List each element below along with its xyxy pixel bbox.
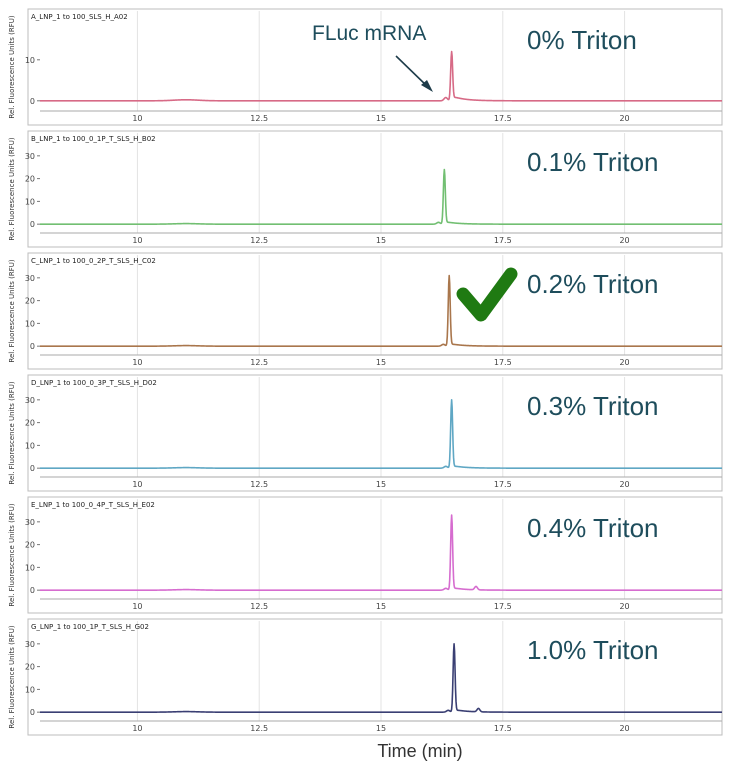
x-tick-label: 15: [376, 236, 386, 245]
chart-panel: 10 12.5 15 17.5 20 0 10 20 30 Rel. Fluorescence U…: [8, 374, 723, 492]
x-tick-label: 20: [619, 480, 629, 489]
y-tick-label: 30: [25, 396, 35, 405]
condition-label: 0% Triton: [527, 25, 637, 55]
y-tick-label: 10: [25, 197, 35, 206]
y-tick-label: 0: [30, 220, 35, 229]
y-tick-label: 20: [25, 663, 35, 672]
condition-label: 0.4% Triton: [527, 513, 659, 543]
sample-title: D_LNP_1 to 100_0_3P_T_SLS_H_D02: [31, 379, 157, 387]
figure-overlay: FLuc mRNA Time (min): [312, 22, 518, 761]
y-tick-label: 20: [25, 541, 35, 550]
y-tick-label: 20: [25, 297, 35, 306]
annotation-arrow-head: [421, 80, 433, 92]
sample-title: B_LNP_1 to 100_0_1P_T_SLS_H_B02: [31, 135, 156, 143]
chart-panel: 10 12.5 15 17.5 20 0 10 Rel. Fluorescence Units…: [8, 8, 723, 126]
x-tick-label: 20: [619, 724, 629, 733]
y-tick-label: 30: [25, 518, 35, 527]
chart-panel: 10 12.5 15 17.5 20 0 10 20 30 Rel. Fluorescence U…: [8, 252, 723, 370]
x-axis-title: Time (min): [377, 741, 462, 761]
panel-frame: [27, 252, 723, 370]
x-tick-label: 17.5: [494, 480, 512, 489]
x-tick-label: 12.5: [250, 236, 268, 245]
condition-label: 0.3% Triton: [527, 391, 659, 421]
panel-frame: [27, 496, 723, 614]
x-tick-label: 10: [132, 480, 142, 489]
y-axis-label: Rel. Fluorescence Units (RFU): [8, 137, 16, 240]
sample-title: G_LNP_1 to 100_1P_T_SLS_H_G02: [31, 623, 149, 631]
chart-panel: 10 12.5 15 17.5 20 0 10 20 30 Rel. Fluorescence U…: [8, 618, 723, 736]
y-tick-label: 20: [25, 419, 35, 428]
trace-line: [39, 514, 723, 591]
x-tick-label: 10: [132, 114, 142, 123]
y-tick-label: 10: [25, 56, 35, 65]
panel-frame: [27, 374, 723, 492]
x-tick-label: 17.5: [494, 724, 512, 733]
condition-label: 0.1% Triton: [527, 147, 659, 177]
y-axis-label: Rel. Fluorescence Units (RFU): [8, 259, 16, 362]
trace-line: [39, 50, 723, 102]
x-tick-label: 15: [376, 114, 386, 123]
condition-label: 1.0% Triton: [527, 635, 659, 665]
x-tick-label: 20: [619, 602, 629, 611]
trace-line: [39, 643, 723, 713]
x-tick-label: 17.5: [494, 114, 512, 123]
x-tick-label: 20: [619, 236, 629, 245]
checkmark-icon: [456, 267, 518, 322]
sample-title: A_LNP_1 to 100_SLS_H_A02: [31, 13, 128, 21]
sample-title: E_LNP_1 to 100_0_4P_T_SLS_H_E02: [31, 501, 155, 509]
panel-frame: [27, 8, 723, 126]
x-tick-label: 17.5: [494, 236, 512, 245]
trace-line: [39, 399, 723, 469]
y-tick-label: 10: [25, 319, 35, 328]
y-tick-label: 20: [25, 175, 35, 184]
y-tick-label: 0: [30, 342, 35, 351]
x-tick-label: 15: [376, 480, 386, 489]
x-tick-label: 17.5: [494, 358, 512, 367]
y-axis-label: Rel. Fluorescence Units (RFU): [8, 503, 16, 606]
x-tick-label: 20: [619, 358, 629, 367]
x-tick-label: 12.5: [250, 114, 268, 123]
x-tick-label: 15: [376, 602, 386, 611]
chart-panel: 10 12.5 15 17.5 20 0 10 20 30 Rel. Fluorescence U…: [8, 496, 723, 614]
x-tick-label: 10: [132, 724, 142, 733]
x-tick-label: 20: [619, 114, 629, 123]
y-tick-label: 0: [30, 464, 35, 473]
x-tick-label: 10: [132, 602, 142, 611]
chart-panels: 10 12.5 15 17.5 20 0 10 Rel. Fluorescence Units…: [8, 8, 723, 736]
y-axis-label: Rel. Fluorescence Units (RFU): [8, 381, 16, 484]
x-tick-label: 15: [376, 358, 386, 367]
y-tick-label: 30: [25, 152, 35, 161]
y-tick-label: 10: [25, 563, 35, 572]
y-tick-label: 0: [30, 97, 35, 106]
y-axis-label: Rel. Fluorescence Units (RFU): [8, 15, 16, 118]
annotation-arrow-line: [395, 55, 430, 89]
trace-line: [39, 274, 723, 347]
trace-line: [39, 168, 723, 225]
x-tick-label: 17.5: [494, 602, 512, 611]
y-tick-label: 30: [25, 640, 35, 649]
chart-panel: 10 12.5 15 17.5 20 0 10 20 30 Rel. Fluorescence U…: [8, 130, 723, 248]
x-tick-label: 12.5: [250, 602, 268, 611]
y-tick-label: 0: [30, 708, 35, 717]
x-tick-label: 12.5: [250, 358, 268, 367]
y-tick-label: 10: [25, 441, 35, 450]
y-tick-label: 30: [25, 274, 35, 283]
x-tick-label: 15: [376, 724, 386, 733]
sample-title: C_LNP_1 to 100_0_2P_T_SLS_H_C02: [31, 257, 156, 265]
y-tick-label: 0: [30, 586, 35, 595]
condition-label: 0.2% Triton: [527, 269, 659, 299]
x-tick-label: 10: [132, 358, 142, 367]
y-tick-label: 10: [25, 685, 35, 694]
x-tick-label: 12.5: [250, 724, 268, 733]
y-axis-label: Rel. Fluorescence Units (RFU): [8, 625, 16, 728]
panel-frame: [27, 130, 723, 248]
x-tick-label: 10: [132, 236, 142, 245]
x-tick-label: 12.5: [250, 480, 268, 489]
fluc-mrna-annotation: FLuc mRNA: [312, 22, 426, 45]
panel-frame: [27, 618, 723, 736]
